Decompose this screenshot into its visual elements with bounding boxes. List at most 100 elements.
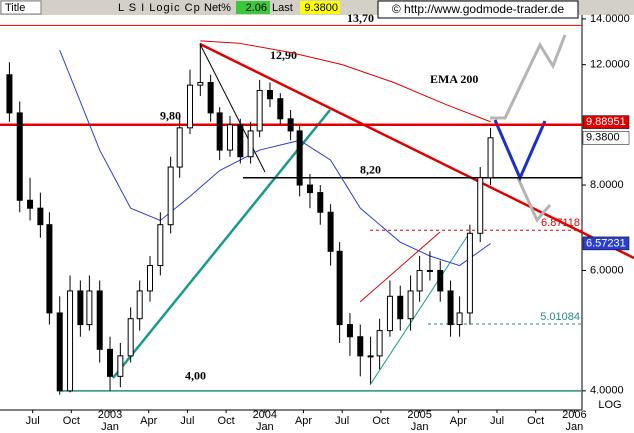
x-tick-label: Apr	[450, 415, 467, 427]
x-tick-label: Jan	[256, 421, 274, 433]
candle-body	[367, 355, 374, 358]
x-tick-label: Oct	[527, 415, 544, 427]
candle-body	[407, 290, 414, 320]
price-marker	[582, 236, 630, 251]
candle-body	[187, 84, 194, 129]
candle-body	[167, 166, 174, 226]
candle-body	[306, 184, 313, 194]
y-tick-label: 4.0000	[590, 385, 624, 397]
candle-body	[237, 124, 244, 158]
candle-body	[477, 177, 484, 234]
candle-body	[136, 290, 143, 320]
ema-line	[200, 40, 491, 123]
candle-body	[296, 130, 303, 186]
copyright: © http://www.godmode-trader.de	[392, 2, 565, 16]
candle-body	[386, 295, 393, 332]
candle-body	[247, 130, 254, 158]
price-marker-label: 9.3800	[586, 132, 620, 144]
y-tick-label: 14.0000	[590, 13, 630, 25]
channel-line	[369, 231, 471, 386]
level-label: 13,70	[347, 11, 374, 25]
candle-body	[27, 199, 34, 209]
level-label: 8,20	[360, 162, 381, 176]
net-box	[236, 1, 270, 14]
candle-body	[6, 74, 13, 114]
title-label: Title	[5, 2, 25, 14]
candle-body	[317, 192, 324, 213]
y-tick-label: 12.0000	[590, 59, 630, 71]
candle-body	[37, 207, 44, 226]
scale-label: LOG	[598, 399, 621, 411]
x-tick-label: Apr	[140, 415, 157, 427]
candle-body	[207, 82, 214, 114]
candle-body	[397, 295, 404, 320]
dashed-level-label: 6.87118	[541, 217, 580, 229]
price-marker	[582, 115, 630, 129]
candle-body	[376, 330, 383, 357]
candle-body	[287, 118, 294, 132]
candle-body	[437, 269, 444, 292]
x-tick-label: Jan	[411, 421, 429, 433]
candle-body	[46, 224, 53, 314]
ema-label: EMA 200	[430, 72, 478, 86]
title-box	[0, 0, 42, 15]
year-label: 2004	[253, 409, 277, 421]
stock-name: L S I Logic Cp	[118, 2, 201, 14]
forecast-line	[490, 34, 567, 120]
candle-body	[277, 98, 284, 120]
channel-line	[359, 231, 441, 303]
candle-body	[216, 112, 223, 151]
x-tick-label: Oct	[372, 415, 389, 427]
candle-body	[56, 312, 63, 392]
copyright-box	[377, 0, 579, 19]
net-label: Net%	[204, 2, 231, 14]
level-label: 9,80	[160, 109, 181, 123]
x-tick-label: Oct	[63, 415, 80, 427]
last-value: 9.3800	[304, 2, 338, 14]
dashed-level-label: 5.01084	[540, 311, 580, 323]
year-label: 2005	[407, 409, 431, 421]
year-label: 2006	[562, 409, 586, 421]
x-tick-label: Jul	[180, 415, 194, 427]
candle-body	[157, 224, 164, 267]
candle-body	[466, 232, 473, 314]
candle-body	[176, 127, 183, 168]
candle-body	[127, 318, 134, 357]
candle-body	[456, 312, 463, 326]
candle-body	[107, 348, 114, 377]
x-tick-label: Oct	[218, 415, 235, 427]
candle-body	[197, 82, 204, 86]
y-tick-label: 8.0000	[590, 179, 624, 191]
level-label: 4,00	[185, 369, 206, 383]
candle-body	[487, 137, 494, 179]
last-label: Last	[272, 2, 293, 14]
x-tick-label: Jan	[566, 421, 584, 433]
candle-body	[226, 124, 233, 151]
ema-line	[59, 49, 491, 267]
candle-body	[147, 265, 154, 292]
trend-line	[199, 43, 266, 173]
candle-body	[327, 211, 334, 252]
price-marker	[582, 131, 630, 145]
candle-body	[426, 269, 433, 272]
net-value: 2.06	[246, 2, 267, 14]
last-box	[300, 1, 340, 14]
x-tick-label: Jul	[490, 415, 504, 427]
candle-body	[16, 112, 23, 201]
trend-line	[112, 109, 331, 379]
candle-body	[86, 290, 93, 326]
candle-body	[357, 336, 364, 357]
candle-body	[346, 324, 353, 338]
price-marker-label: 6.57231	[586, 237, 626, 249]
trend-line	[199, 42, 634, 260]
candle-body	[77, 290, 84, 326]
x-tick-label: Jul	[26, 415, 40, 427]
forecast-line	[516, 177, 552, 223]
candle-body	[256, 89, 263, 132]
annotation: 12,90	[270, 48, 297, 62]
x-tick-label: Apr	[295, 415, 312, 427]
candle-body	[447, 290, 454, 326]
year-label: 2003	[98, 409, 122, 421]
x-tick-label: Jan	[101, 421, 119, 433]
